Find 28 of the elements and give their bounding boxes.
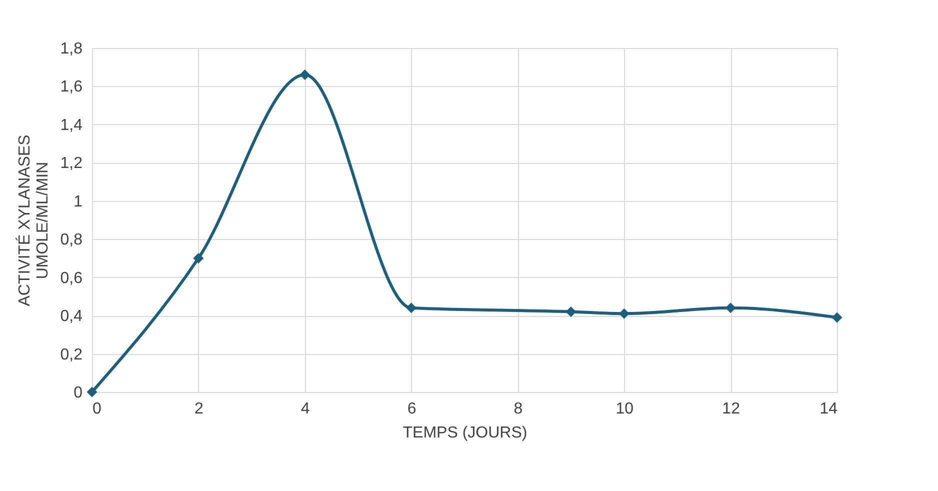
point	[193, 252, 204, 264]
point	[832, 312, 842, 323]
x-tick-label: 8	[514, 400, 523, 418]
y-tick-label: 1,2	[60, 155, 83, 172]
y-tick-label: 0,2	[60, 346, 83, 364]
y-tick-label: 1,6	[60, 78, 83, 96]
y-tick-label: 1	[74, 193, 83, 210]
point	[86, 386, 98, 398]
point	[725, 302, 736, 314]
point	[618, 308, 630, 319]
y-axis-title: ACTIVITÉ XYLANASES UMOLE/ML/MIN	[15, 134, 52, 306]
x-axis-title: TEMPS (JOURS)	[402, 424, 528, 442]
y-tick-label: 0,6	[60, 270, 83, 287]
x-tick-label: 4	[300, 400, 310, 418]
x-tick-label: 14	[820, 400, 838, 418]
point	[406, 302, 417, 314]
x-tick-label: 0	[92, 400, 102, 418]
y-tick-label: 1,4	[60, 116, 83, 134]
x-tick-label: 6	[407, 400, 416, 418]
y-tick-label: 0,4	[60, 308, 83, 326]
x-tick-label: 12	[722, 400, 740, 418]
x-tick-label: 2	[194, 400, 204, 418]
y-tick-label: 1,8	[60, 40, 83, 58]
point	[566, 306, 576, 317]
x-tick-label: 10	[616, 400, 634, 418]
y-tick-label: 0,8	[60, 232, 83, 249]
y-tick-label: 0	[74, 384, 83, 402]
point	[300, 70, 310, 80]
